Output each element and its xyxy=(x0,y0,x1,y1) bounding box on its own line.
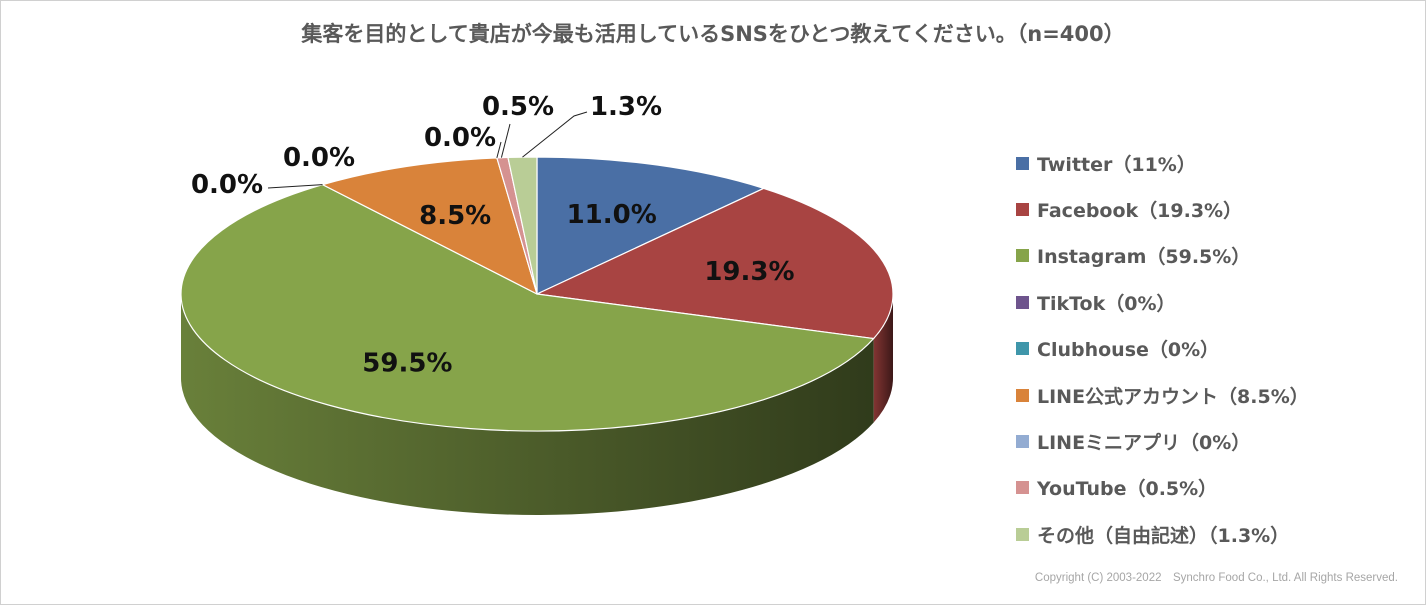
legend-label: Clubhouse（0%） xyxy=(1037,339,1220,362)
legend-label: LINE公式アカウント（8.5%） xyxy=(1037,385,1309,408)
legend-label: その他（自由記述）（1.3%） xyxy=(1037,524,1290,547)
legend-swatch xyxy=(1016,156,1029,170)
legend-item: Clubhouse（0%） xyxy=(1016,326,1309,372)
legend-swatch xyxy=(1016,527,1029,541)
legend-item: LINEミニアプリ（0%） xyxy=(1016,418,1309,464)
leader-line xyxy=(496,141,502,158)
legend-item: Instagram（59.5%） xyxy=(1016,233,1309,279)
pie-slice-2 xyxy=(180,184,875,432)
legend-label: TikTok（0%） xyxy=(1037,292,1176,315)
legend-swatch xyxy=(1016,481,1029,495)
data-label-0: 11.0% xyxy=(567,200,657,230)
data-label-7: 0.5% xyxy=(482,92,554,122)
legend-swatch xyxy=(1016,342,1029,356)
legend-swatch xyxy=(1016,388,1029,402)
legend-swatch xyxy=(1016,295,1029,309)
data-label-4: 0.0% xyxy=(283,143,355,173)
data-label-6: 0.0% xyxy=(424,123,496,153)
legend-item: YouTube（0.5%） xyxy=(1016,465,1309,511)
legend-item: その他（自由記述）（1.3%） xyxy=(1016,511,1309,557)
data-label-2: 59.5% xyxy=(362,349,452,379)
copyright-text: Copyright (C) 2003-2022 Synchro Food Co.… xyxy=(1034,572,1398,584)
data-label-5: 8.5% xyxy=(419,201,491,231)
pie-side-walls xyxy=(181,294,893,515)
pie-slice-5 xyxy=(321,157,538,295)
chart-title: 集客を目的として貴店が今最も活用しているSNSをひとつ教えてください。（n=40… xyxy=(301,22,1125,46)
legend-label: Instagram（59.5%） xyxy=(1037,246,1251,269)
data-label-8: 1.3% xyxy=(590,92,662,122)
data-labels: 11.0%19.3%59.5%0.0%0.0%8.5%0.0%0.5% 1.3% xyxy=(191,92,795,379)
legend: Twitter（11%） Facebook（19.3%） Instagram（59.… xyxy=(1016,140,1309,558)
data-label-1: 19.3% xyxy=(704,257,794,287)
leader-line xyxy=(500,123,511,158)
legend-item: LINE公式アカウント（8.5%） xyxy=(1016,372,1309,418)
pie-side-2 xyxy=(181,294,874,515)
legend-swatch xyxy=(1016,203,1029,217)
legend-item: Twitter（11%） xyxy=(1016,140,1309,186)
legend-label: Twitter（11%） xyxy=(1037,153,1196,176)
pie-top xyxy=(180,156,894,432)
legend-swatch xyxy=(1016,435,1029,449)
legend-label: YouTube（0.5%） xyxy=(1037,478,1218,501)
leader-line xyxy=(522,111,588,158)
legend-item: Facebook（19.3%） xyxy=(1016,186,1309,232)
legend-label: LINEミニアプリ（0%） xyxy=(1037,432,1251,455)
legend-label: Facebook（19.3%） xyxy=(1037,200,1243,223)
legend-item: TikTok（0%） xyxy=(1016,279,1309,325)
pie-slice-0 xyxy=(536,156,765,295)
legend-swatch xyxy=(1016,249,1029,263)
pie-slice-1 xyxy=(536,187,894,340)
data-label-3: 0.0% xyxy=(191,170,263,200)
pie-side-1 xyxy=(873,294,893,423)
leader-line xyxy=(267,184,323,189)
